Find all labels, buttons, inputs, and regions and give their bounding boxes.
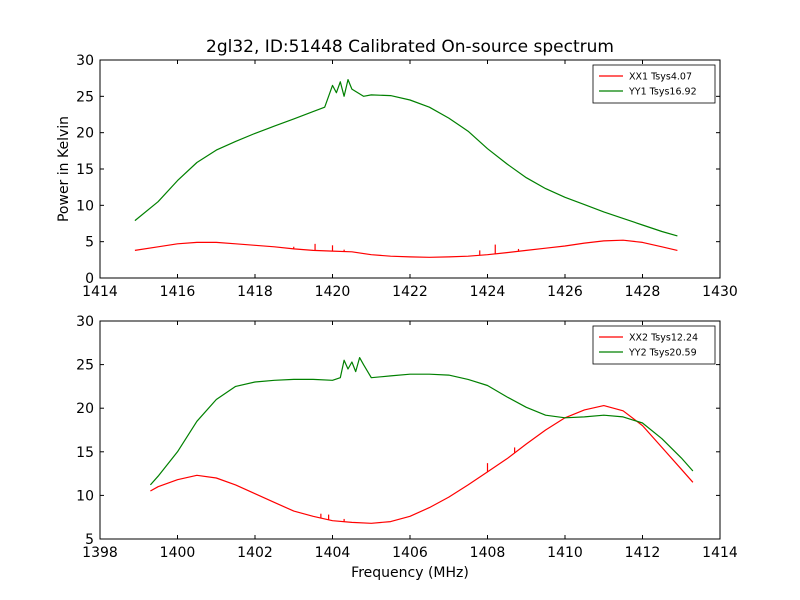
x-tick-label: 1398 — [82, 545, 118, 561]
x-tick-label: 1406 — [392, 545, 428, 561]
plot-top: 1414 1416 1418 1420 1422 1424 1426 1428 1430 0 5 10… — [56, 53, 738, 300]
x-tick-label: 1416 — [160, 284, 196, 300]
y-axis-label: Power in Kelvin — [56, 116, 72, 222]
y-tick-label: 30 — [76, 53, 94, 69]
x-tick-label: 1428 — [625, 284, 661, 300]
y-tick-label: 5 — [85, 235, 94, 251]
series-line-2 — [149, 357, 694, 486]
y-tick-label: 5 — [85, 532, 94, 548]
y-tick-label: 10 — [76, 198, 94, 214]
y-tick-label: 10 — [76, 488, 94, 504]
y-tick-label: 25 — [76, 89, 94, 105]
x-tick-label: 1408 — [470, 545, 506, 561]
x-tick-label: 1402 — [237, 545, 273, 561]
legend-label: XX2 Tsys12.24 — [629, 333, 698, 344]
x-axis-label: Frequency (MHz) — [351, 565, 469, 581]
x-tick-label: 1426 — [547, 284, 583, 300]
legend: XX2 Tsys12.24 YY2 Tsys20.59 — [592, 325, 716, 365]
x-tick-label: 1412 — [625, 545, 661, 561]
legend-label: YY2 Tsys20.59 — [628, 348, 697, 359]
x-tick-label: 1422 — [392, 284, 428, 300]
chart-title: 2gl32, ID:51448 Calibrated On-source spe… — [206, 37, 614, 57]
x-tick-label: 1418 — [237, 284, 273, 300]
legend-box — [592, 64, 716, 104]
x-tick-label: 1410 — [547, 545, 583, 561]
series-line-2 — [134, 78, 678, 237]
legend: XX1 Tsys4.07 YY1 Tsys16.92 — [592, 64, 716, 104]
x-tick-label: 1424 — [470, 284, 506, 300]
legend-label: XX1 Tsys4.07 — [629, 72, 692, 83]
x-tick-label: 1414 — [702, 545, 738, 561]
x-tick-label: 1404 — [315, 545, 351, 561]
plot-bottom: 1398 1400 1402 1404 1406 1408 1410 1412 1414 5 10 1… — [76, 314, 738, 581]
y-tick-label: 20 — [76, 126, 94, 142]
legend-label: YY1 Tsys16.92 — [628, 87, 697, 98]
y-tick-label: 25 — [76, 358, 94, 374]
series-line-1 — [134, 239, 678, 258]
x-tick-label: 1400 — [160, 545, 196, 561]
y-tick-label: 15 — [76, 162, 94, 178]
x-tick-label: 1420 — [315, 284, 351, 300]
y-tick-label: 15 — [76, 445, 94, 461]
legend-box — [592, 325, 716, 365]
series-line-1 — [150, 405, 694, 524]
y-tick-label: 0 — [85, 271, 94, 287]
y-tick-label: 30 — [76, 314, 94, 330]
x-tick-label: 1430 — [702, 284, 738, 300]
x-tick-label: 1414 — [82, 284, 118, 300]
y-tick-label: 20 — [76, 401, 94, 417]
